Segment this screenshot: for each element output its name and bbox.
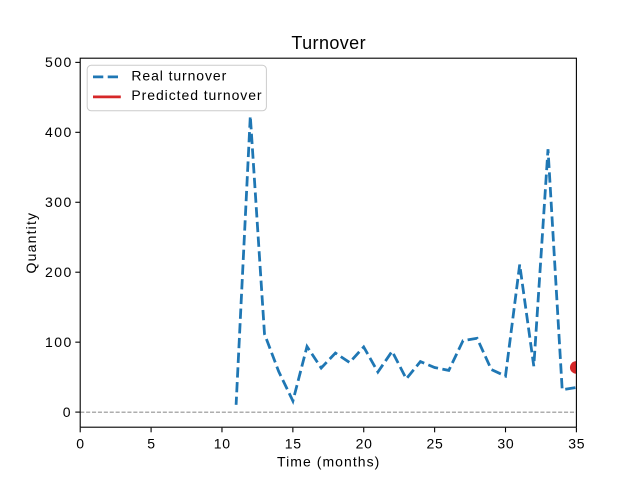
svg-text:35: 35: [568, 435, 585, 451]
svg-text:Turnover: Turnover: [291, 33, 366, 53]
svg-text:200: 200: [45, 264, 73, 280]
svg-text:100: 100: [45, 334, 73, 350]
svg-text:0: 0: [76, 435, 84, 451]
svg-text:25: 25: [427, 435, 444, 451]
svg-text:500: 500: [45, 54, 73, 70]
svg-text:Real turnover: Real turnover: [131, 68, 227, 84]
svg-text:400: 400: [45, 124, 73, 140]
svg-text:5: 5: [147, 435, 155, 451]
svg-text:300: 300: [45, 194, 73, 210]
svg-text:Quantity: Quantity: [23, 212, 39, 274]
svg-text:Predicted turnover: Predicted turnover: [131, 87, 262, 103]
svg-text:0: 0: [63, 404, 71, 420]
svg-text:10: 10: [214, 435, 231, 451]
svg-text:30: 30: [497, 435, 514, 451]
svg-text:20: 20: [356, 435, 373, 451]
svg-text:15: 15: [285, 435, 302, 451]
svg-text:Time (months): Time (months): [277, 454, 380, 470]
